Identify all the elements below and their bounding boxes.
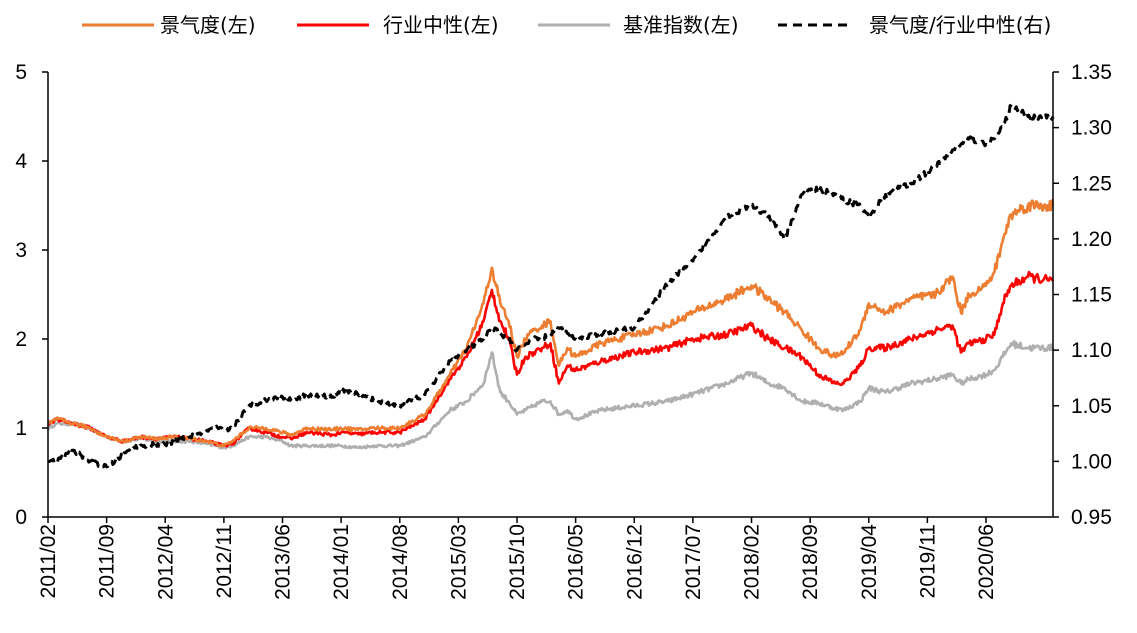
y-right-tick-label: 1.35 <box>1071 61 1112 84</box>
y-left-tick-label: 3 <box>15 239 27 262</box>
x-tick-label: 2012/11 <box>213 524 236 598</box>
x-tick-label: 2019/04 <box>858 524 881 600</box>
y-right-tick-label: 1.05 <box>1071 395 1112 418</box>
plot-series <box>46 102 1055 469</box>
x-tick-label: 2019/11 <box>916 524 939 598</box>
x-tick-label: 2013/06 <box>272 524 295 600</box>
x-tick-label: 2018/09 <box>799 524 822 600</box>
x-tick-label: 2016/05 <box>565 524 588 600</box>
x-tick-label: 2015/03 <box>447 524 470 600</box>
y-right-tick-label: 1.00 <box>1071 450 1112 473</box>
y-right-tick-label: 1.10 <box>1071 339 1112 362</box>
y-right-tick-label: 1.25 <box>1071 172 1112 195</box>
legend-label-1: 行业中性(左) <box>383 13 499 37</box>
legend-label-2: 基准指数(左) <box>623 13 739 37</box>
y-right-tick-label: 1.30 <box>1071 117 1112 140</box>
series-line-1 <box>47 270 1055 448</box>
x-tick-label: 2015/10 <box>506 524 529 600</box>
x-tick-label: 2012/04 <box>154 524 177 600</box>
series-line-3 <box>47 102 1055 469</box>
x-tick-label: 2014/08 <box>389 524 412 600</box>
x-tick-label: 2017/07 <box>682 524 705 600</box>
y-right-tick-label: 1.15 <box>1071 284 1112 307</box>
legend-label-3: 景气度/行业中性(右) <box>869 13 1051 37</box>
x-tick-label: 2020/06 <box>975 524 998 600</box>
y-left-tick-label: 4 <box>15 150 27 173</box>
axes: 0 1 2 3 4 5 0.95 1.00 1.05 1.10 1.15 1.20 1.25 1.30 1.… <box>15 61 1112 600</box>
legend: 景气度(左) 行业中性(左) 基准指数(左) 景气度/行业中性(右) <box>82 13 1051 37</box>
x-tick-label: 2018/02 <box>741 524 764 600</box>
y-right-tick-label: 0.95 <box>1071 506 1112 529</box>
y-left-tick-label: 2 <box>15 328 27 351</box>
x-tick-label: 2016/12 <box>623 524 646 600</box>
x-tick-label: 2011/02 <box>37 524 60 598</box>
y-left-tick-label: 1 <box>15 417 27 440</box>
y-left-tick-label: 5 <box>15 61 27 84</box>
y-right-tick-label: 1.20 <box>1071 228 1112 251</box>
x-tick-label: 2011/09 <box>96 524 119 598</box>
legend-label-0: 景气度(左) <box>160 13 256 37</box>
x-tick-label: 2014/01 <box>330 524 353 600</box>
y-left-tick-label: 0 <box>15 506 27 529</box>
series-line-2 <box>46 199 1055 448</box>
